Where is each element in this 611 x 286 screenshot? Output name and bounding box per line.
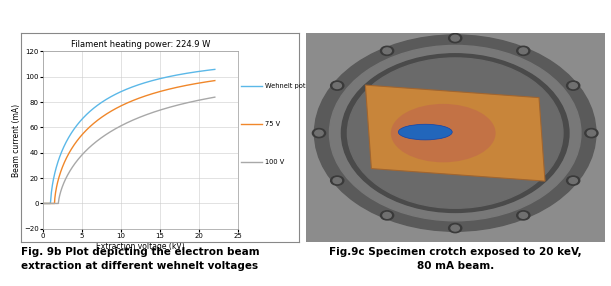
Ellipse shape [391,104,496,162]
Circle shape [519,48,527,54]
Circle shape [333,83,342,89]
Circle shape [451,35,459,41]
Circle shape [342,54,569,212]
Circle shape [333,178,342,184]
Circle shape [566,176,580,185]
Circle shape [331,176,344,185]
Circle shape [383,212,391,218]
Circle shape [448,33,462,43]
X-axis label: Extraction voltage (kV): Extraction voltage (kV) [96,242,185,251]
Circle shape [451,225,459,231]
Circle shape [315,130,323,136]
Circle shape [448,223,462,233]
Circle shape [569,178,577,184]
Circle shape [312,128,326,138]
Polygon shape [365,85,545,181]
Circle shape [519,212,527,218]
Circle shape [566,81,580,90]
Circle shape [517,46,530,55]
Text: Fig. 9b Plot depicting the electron beam
extraction at different wehnelt voltage: Fig. 9b Plot depicting the electron beam… [21,247,260,271]
Circle shape [315,35,596,231]
Circle shape [329,45,581,221]
Circle shape [381,46,393,55]
Text: Wehnelt potential: 50 V: Wehnelt potential: 50 V [265,83,343,89]
Circle shape [331,81,344,90]
Text: 100 V: 100 V [265,159,284,165]
Text: 75 V: 75 V [265,121,280,127]
Circle shape [348,58,563,208]
Title: Filament heating power: 224.9 W: Filament heating power: 224.9 W [71,40,210,49]
Circle shape [585,128,598,138]
Y-axis label: Beam current (mA): Beam current (mA) [12,104,21,177]
Circle shape [383,48,391,54]
Circle shape [517,211,530,220]
Circle shape [569,83,577,89]
Circle shape [381,211,393,220]
Circle shape [587,130,596,136]
Text: Fig.9c Specimen crotch exposed to 20 keV,
80 mA beam.: Fig.9c Specimen crotch exposed to 20 keV… [329,247,582,271]
Ellipse shape [398,124,452,140]
